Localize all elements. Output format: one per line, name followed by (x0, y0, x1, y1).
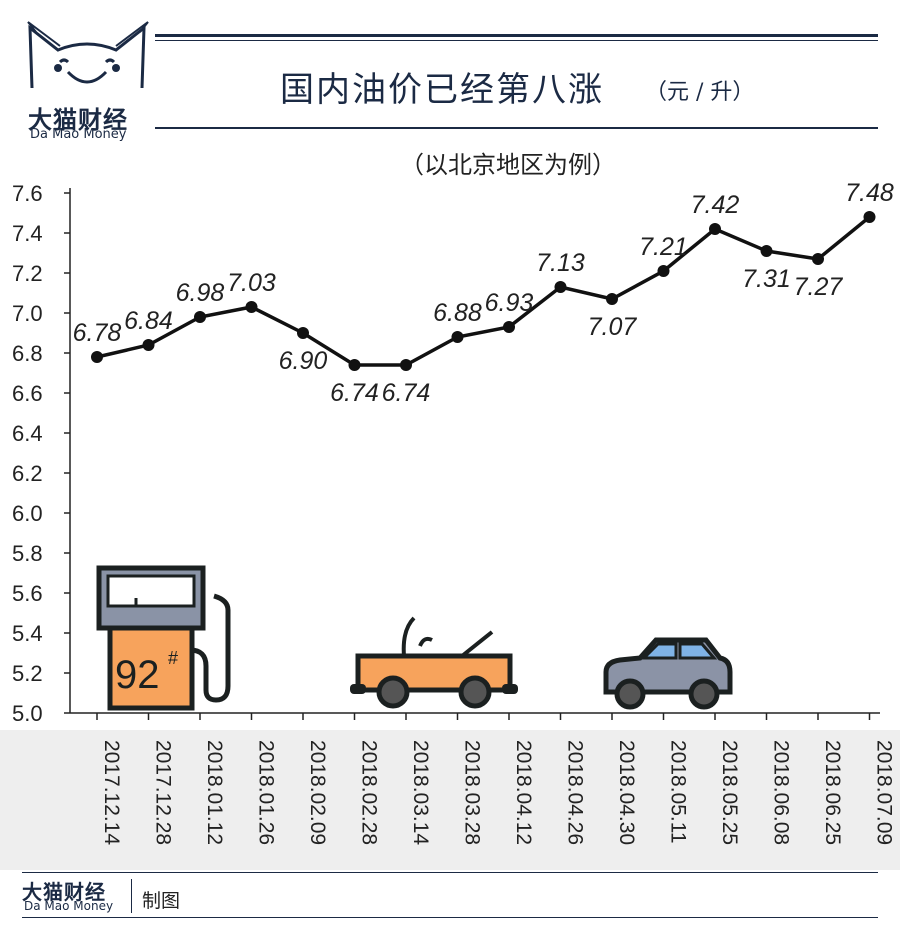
footer-rule-bottom (22, 917, 878, 918)
pump-label: 92 (115, 653, 160, 697)
x-tick-label: 2018.04.12 (512, 740, 535, 845)
data-label: 7.03 (227, 269, 276, 297)
data-point (760, 245, 773, 257)
data-point (863, 211, 876, 223)
y-tick-label: 6.8 (12, 341, 43, 366)
x-tick-label: 2018.07.09 (873, 740, 896, 845)
data-label: 6.84 (124, 307, 173, 335)
x-tick-label: 2018.05.11 (667, 740, 690, 844)
brand-name: 大猫财经 (28, 106, 128, 134)
data-point (297, 327, 309, 339)
x-tick-label: 2018.04.30 (615, 740, 638, 845)
fuel-pump-icon: 92 # (96, 565, 231, 711)
header-rule-bottom (155, 127, 878, 129)
data-point (245, 301, 258, 313)
x-tick-label: 2018.06.25 (821, 740, 844, 845)
pump-label-sup: # (168, 648, 178, 668)
data-label: 6.88 (433, 299, 482, 327)
chart-title: 国内油价已经第八涨 (280, 70, 604, 110)
data-label: 7.07 (588, 313, 638, 341)
data-label: 6.78 (73, 319, 122, 347)
x-tick-label: 2018.04.26 (564, 740, 587, 845)
y-tick-label: 5.6 (12, 581, 43, 606)
footer-brand-name: 大猫财经 (22, 880, 106, 904)
x-tick-label: 2017.12.28 (152, 740, 175, 845)
x-tick-label: 2018.02.09 (306, 740, 329, 845)
data-point (606, 293, 618, 305)
data-point (812, 253, 824, 265)
x-tick-label: 2018.01.26 (255, 740, 278, 845)
y-tick-label: 7.4 (12, 221, 43, 246)
y-tick-label: 5.8 (12, 541, 43, 566)
footer-brand-subtitle: Da Mao Money (24, 899, 114, 913)
data-point (503, 321, 515, 333)
data-label: 6.93 (485, 289, 534, 317)
price-line (96, 215, 871, 367)
sedan-car-icon (603, 637, 733, 710)
y-tick-label: 5.2 (12, 661, 43, 686)
x-tick-label: 2018.02.28 (358, 740, 381, 845)
y-tick-label: 7.0 (12, 301, 43, 326)
data-label: 7.31 (742, 265, 791, 293)
data-label: 6.74 (330, 379, 379, 407)
data-point (657, 265, 670, 277)
data-label: 7.21 (639, 233, 688, 261)
header-rule-top-thin (155, 40, 878, 41)
x-tick-label: 2018.03.28 (461, 740, 484, 845)
data-point (451, 331, 464, 343)
data-label: 6.98 (176, 279, 225, 307)
data-label: 7.13 (536, 249, 585, 277)
y-tick-label: 6.4 (12, 421, 43, 446)
data-label: 7.48 (845, 179, 894, 207)
y-tick-label: 6.6 (12, 381, 43, 406)
x-tick-label: 2018.03.14 (409, 740, 432, 845)
brand-subtitle: Da Mao Money (30, 127, 127, 142)
data-label: 7.42 (691, 191, 740, 219)
data-point (709, 223, 721, 235)
x-tick-label: 2018.05.25 (718, 740, 741, 845)
footer-rule-top (22, 872, 878, 873)
convertible-car-icon (350, 616, 518, 709)
y-tick-label: 7.6 (12, 181, 43, 206)
data-label: 6.74 (382, 379, 431, 407)
data-point (554, 281, 567, 293)
footer-divider (131, 879, 132, 913)
y-tick-label: 6.0 (12, 501, 43, 526)
data-point (348, 359, 361, 371)
data-point (142, 339, 155, 351)
x-tick-label: 2018.06.08 (770, 740, 793, 845)
header-rule-top (155, 34, 878, 37)
data-point (91, 351, 103, 363)
chart-subtitle: （以北京地区为例） (400, 151, 616, 179)
y-tick-label: 7.2 (12, 261, 43, 286)
data-label: 7.27 (794, 273, 844, 301)
y-tick-label: 6.2 (12, 461, 43, 486)
unit-label: （元 / 升） (645, 80, 755, 105)
data-label: 6.90 (279, 347, 328, 375)
data-point (400, 359, 412, 371)
data-point (194, 311, 206, 323)
footer-made-label: 制图 (142, 890, 181, 912)
cat-logo-icon (27, 21, 149, 89)
x-axis-band (0, 730, 900, 870)
x-tick-label: 2018.01.12 (203, 740, 226, 845)
x-tick-label: 2017.12.14 (100, 740, 123, 845)
y-tick-label: 5.0 (12, 701, 43, 726)
y-tick-label: 5.4 (12, 621, 43, 646)
